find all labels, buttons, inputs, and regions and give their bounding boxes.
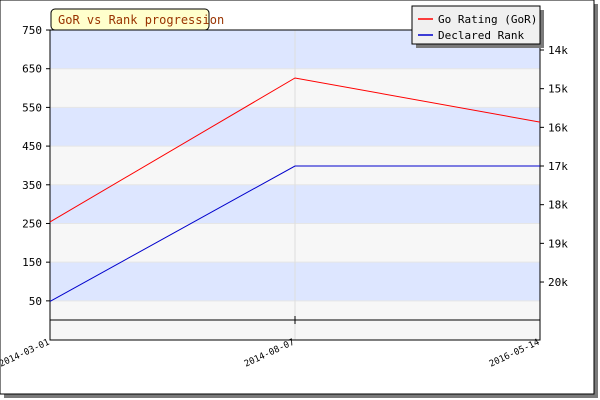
right-tick-label: 20k	[548, 276, 568, 289]
series-line-gor	[49, 77, 541, 223]
left-tick-label: 750	[22, 24, 42, 37]
left-tick-label: 550	[22, 101, 42, 114]
series-lines	[49, 77, 541, 302]
right-tick-label: 16k	[548, 121, 568, 134]
title-background	[50, 8, 210, 31]
legend-label-gor: Go Rating (GoR)	[438, 13, 537, 26]
chart-title: GoR vs Rank progression	[58, 13, 224, 27]
left-tick-label: 50	[29, 295, 42, 308]
right-axis: 14k 15k 16k 17k 18k 19k 20k	[540, 44, 568, 289]
left-tick-label: 350	[22, 179, 42, 192]
chart-title-box: GoR vs Rank progression	[50, 8, 224, 31]
left-tick-label: 150	[22, 256, 42, 269]
left-tick-label: 650	[22, 63, 42, 76]
left-tick-label: 450	[22, 140, 42, 153]
right-tick-label: 15k	[548, 83, 568, 96]
left-axis: 750 650 550 450 350 250 150 50	[22, 24, 50, 308]
series-line-rank	[49, 165, 540, 302]
left-tick-label: 250	[22, 217, 42, 230]
right-tick-label: 17k	[548, 160, 568, 173]
legend-label-rank: Declared Rank	[438, 29, 524, 42]
right-tick-label: 18k	[548, 199, 568, 212]
right-tick-label: 19k	[548, 237, 568, 250]
legend: Go Rating (GoR) Declared Rank	[411, 5, 544, 48]
legend-box	[411, 5, 541, 45]
right-tick-label: 14k	[548, 44, 568, 57]
